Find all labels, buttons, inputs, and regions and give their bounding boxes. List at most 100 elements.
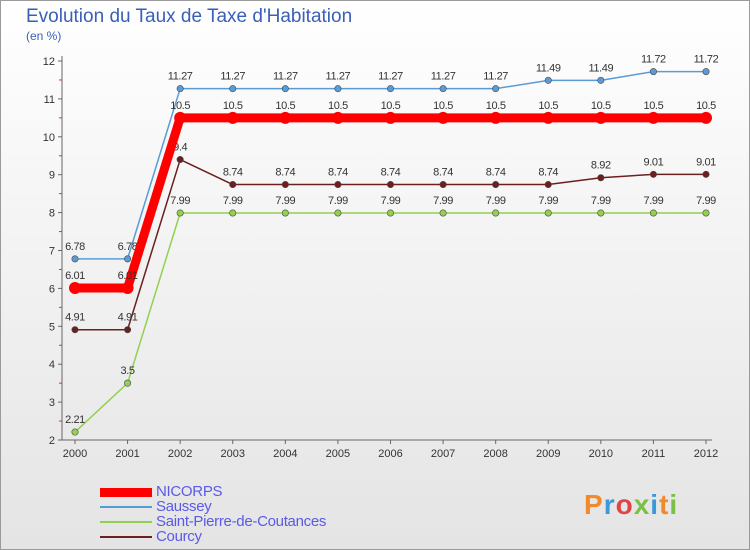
data-point — [331, 111, 344, 124]
data-point — [176, 85, 184, 93]
legend-label-saussey: Saussey — [156, 498, 212, 515]
data-label: 7.99 — [696, 195, 716, 207]
data-label: 8.74 — [486, 167, 506, 179]
data-label: 10.5 — [486, 100, 506, 112]
data-label: 4.91 — [118, 312, 138, 324]
legend-item-nicorps: NICORPS — [100, 483, 400, 500]
data-point — [437, 111, 450, 124]
data-label: 8.74 — [275, 167, 295, 179]
x-tick-label: 2003 — [221, 448, 245, 460]
data-label: 9.4 — [173, 142, 187, 154]
data-point — [544, 209, 552, 217]
data-point — [544, 76, 552, 84]
data-label: 7.99 — [591, 195, 611, 207]
data-point — [439, 181, 447, 189]
data-point — [594, 111, 607, 124]
data-point — [279, 111, 292, 124]
data-label: 11.72 — [641, 54, 666, 66]
data-label: 10.5 — [381, 100, 401, 112]
data-label: 6.01 — [118, 270, 138, 282]
logo-letter: i — [669, 489, 679, 520]
data-label: 11.27 — [431, 71, 456, 83]
data-label: 6.78 — [65, 241, 85, 253]
data-point — [649, 170, 657, 178]
data-label: 8.74 — [538, 167, 558, 179]
data-point — [229, 209, 237, 217]
logo-letter: r — [603, 489, 616, 520]
legend-swatch-nicorps — [100, 487, 152, 497]
legend-label-courcy: Courcy — [156, 528, 202, 545]
data-label: 11.27 — [220, 71, 245, 83]
proxiti-logo: Proxiti — [584, 489, 678, 521]
data-point — [229, 85, 237, 93]
data-point — [492, 85, 500, 93]
data-point — [544, 181, 552, 189]
data-label: 9.01 — [644, 156, 664, 168]
data-point — [174, 111, 187, 124]
data-point — [492, 209, 500, 217]
legend-swatch-saussey — [100, 505, 152, 508]
data-label: 10.5 — [170, 100, 190, 112]
logo-letter: i — [650, 489, 660, 520]
x-tick-label: 2012 — [694, 448, 718, 460]
data-point — [71, 255, 79, 263]
y-tick-label: 11 — [44, 94, 55, 106]
x-tick-label: 2004 — [273, 448, 297, 460]
data-point — [334, 85, 342, 93]
data-label: 10.5 — [696, 100, 716, 112]
y-tick-label: 7 — [49, 246, 55, 258]
data-label: 11.27 — [273, 71, 298, 83]
data-label: 8.74 — [433, 167, 453, 179]
x-tick-label: 2005 — [326, 448, 350, 460]
data-point — [281, 209, 289, 217]
data-point — [124, 326, 132, 334]
x-tick-label: 2011 — [642, 448, 666, 460]
logo-letter: x — [633, 489, 651, 520]
data-label: 10.5 — [433, 100, 453, 112]
data-label: 11.27 — [378, 71, 403, 83]
data-label: 4.91 — [65, 312, 85, 324]
data-label: 7.99 — [275, 195, 295, 207]
data-point — [597, 209, 605, 217]
y-tick-label: 12 — [43, 56, 55, 68]
y-tick-label: 9 — [49, 170, 55, 182]
data-label: 7.99 — [381, 195, 401, 207]
data-point — [71, 428, 79, 436]
data-label: 2.21 — [65, 414, 85, 426]
data-label: 3.5 — [121, 365, 135, 377]
data-label: 10.5 — [328, 100, 348, 112]
data-point — [702, 68, 710, 76]
data-label: 10.5 — [644, 100, 664, 112]
chart-subtitle: (en %) — [26, 29, 62, 43]
y-tick-label: 2 — [49, 435, 55, 447]
data-point — [702, 209, 710, 217]
y-tick-label: 3 — [49, 397, 55, 409]
data-label: 11.27 — [483, 71, 508, 83]
data-point — [226, 111, 239, 124]
x-tick-label: 2008 — [483, 448, 507, 460]
x-tick-label: 2010 — [589, 448, 613, 460]
series-line-saint-pierre-de-coutances — [74, 212, 707, 433]
legend-item-saussey: Saussey — [100, 498, 400, 515]
x-tick-label: 2009 — [536, 448, 560, 460]
data-label: 6.01 — [65, 270, 85, 282]
data-label: 11.27 — [168, 71, 193, 83]
legend-label-nicorps: NICORPS — [156, 483, 223, 500]
data-label: 6.78 — [118, 241, 138, 253]
data-point — [176, 156, 184, 164]
y-tick-label: 10 — [43, 132, 55, 144]
data-point — [649, 68, 657, 76]
logo-letter: o — [615, 489, 634, 520]
data-point — [700, 111, 712, 124]
data-label: 7.99 — [328, 195, 348, 207]
x-tick-label: 2006 — [378, 448, 402, 460]
data-point — [124, 379, 132, 387]
data-point — [489, 111, 502, 124]
x-tick-label: 2001 — [115, 448, 139, 460]
data-point — [649, 209, 657, 217]
logo-letter: t — [659, 489, 670, 520]
data-label: 8.74 — [223, 167, 243, 179]
